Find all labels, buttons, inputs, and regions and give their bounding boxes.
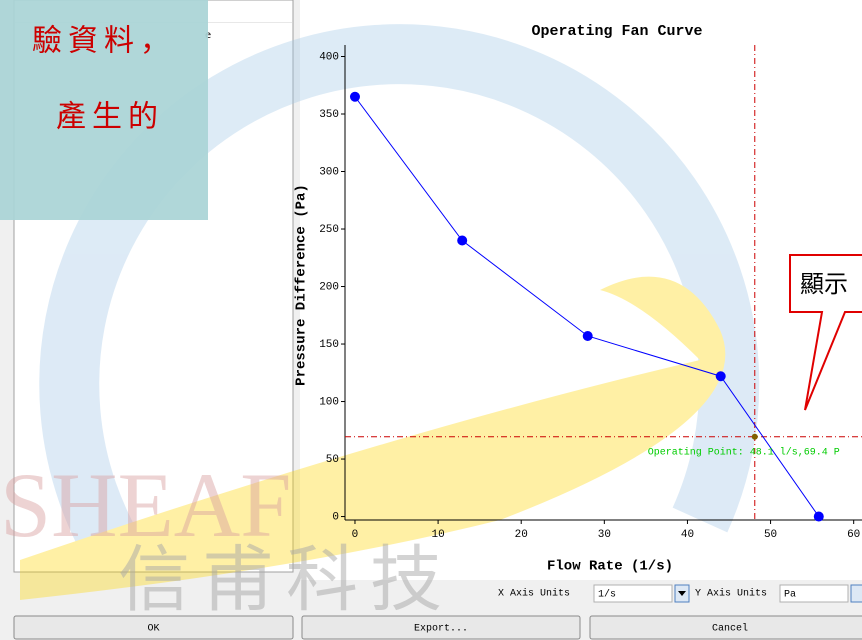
x-tick-label: 50 <box>764 529 777 541</box>
x-units-select[interactable] <box>593 584 673 603</box>
watermark-chinese: 信甫科技 <box>118 538 454 622</box>
data-point <box>457 235 468 246</box>
x-tick-label: 20 <box>515 529 528 541</box>
tip-text: 顯示 <box>800 270 848 298</box>
button[interactable] <box>301 615 581 640</box>
tip-callout <box>789 254 862 411</box>
y-tick-label: 300 <box>319 166 339 178</box>
y-units-button[interactable] <box>850 584 862 603</box>
y-tick-label: 150 <box>319 339 339 351</box>
data-point <box>813 511 824 522</box>
button-row: OK Export... Cancel <box>13 615 862 640</box>
operating-point <box>751 433 758 440</box>
button[interactable] <box>589 615 862 640</box>
y-tick-label: 250 <box>319 224 339 236</box>
x-tick-label: 10 <box>431 529 444 541</box>
table-header: e <box>205 30 211 41</box>
button-label: OK <box>147 624 159 635</box>
y-tick-label: 200 <box>319 281 339 293</box>
note-callout <box>0 0 208 220</box>
y-units-label: Y Axis Units <box>695 588 767 600</box>
dropdown-arrow <box>678 591 686 596</box>
data-point <box>715 371 726 382</box>
y-units-select[interactable] <box>779 584 849 603</box>
button-label: Export... <box>414 624 468 635</box>
watermark-logo <box>20 24 760 600</box>
note-line: 驗資料， <box>32 24 176 59</box>
y-axis-label: Pressure Difference (Pa) <box>294 184 310 386</box>
data-point <box>582 330 593 341</box>
x-units-value: 1/s <box>598 589 616 601</box>
note-line: 產生的 <box>56 100 164 135</box>
x-tick-label: 0 <box>352 529 359 541</box>
x-tick-label: 60 <box>847 529 860 541</box>
watermark-latin: SHEAF <box>0 454 291 556</box>
button-label: Cancel <box>712 623 748 635</box>
y-tick-label: 50 <box>326 454 339 466</box>
y-tick-label: 350 <box>319 109 339 121</box>
plot: 0 50 100 150 200 250 300 350 400 0 10 20 30 40 50 60 Ope… <box>319 45 862 541</box>
data-point <box>349 91 360 102</box>
chart-title: Operating Fan Curve <box>531 23 702 40</box>
y-units-value: Pa <box>784 590 796 601</box>
chart-area <box>300 0 862 580</box>
operating-point-label: Operating Point: 48.1 l/s,69.4 P <box>648 446 840 458</box>
y-tick-label: 400 <box>319 51 339 63</box>
x-tick-label: 30 <box>598 529 611 541</box>
y-tick-label: 100 <box>319 396 339 408</box>
x-axis-label: Flow Rate (1/s) <box>547 559 673 575</box>
button[interactable] <box>13 615 294 640</box>
x-tick-label: 40 <box>681 529 694 541</box>
x-units-label: X Axis Units <box>498 588 570 600</box>
y-tick-label: 0 <box>332 511 339 523</box>
